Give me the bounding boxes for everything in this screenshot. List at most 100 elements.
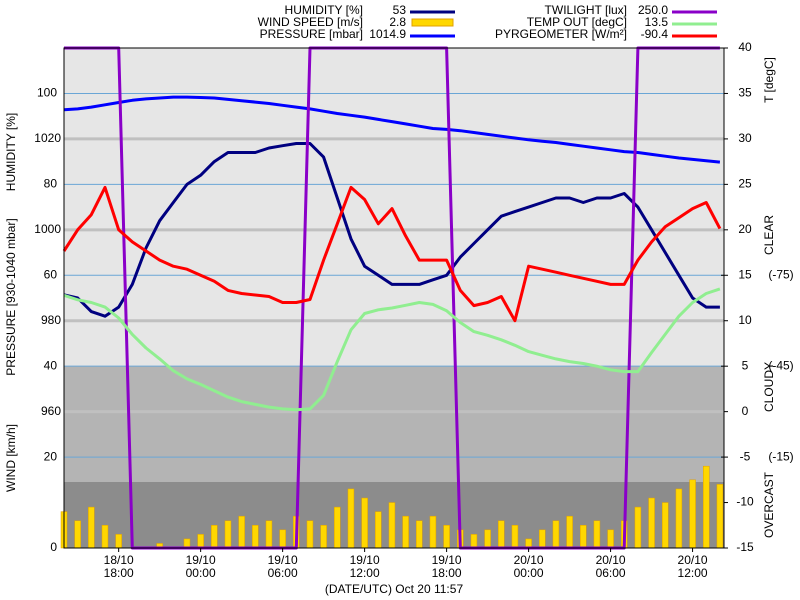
x-tick-label-line: 20/10 (596, 553, 626, 567)
wind-bar (334, 506, 341, 549)
y-tick-label: 60 (44, 267, 58, 281)
wind-bar (416, 520, 423, 549)
wind-bar (224, 520, 232, 549)
wind-bar (375, 511, 382, 549)
x-tick-label: 19/10 06:00 (268, 553, 298, 580)
cloudy-zone (64, 366, 724, 482)
wind-bar (101, 525, 109, 549)
series-line (63, 95, 721, 164)
y2-tick-label: 0 (742, 404, 749, 418)
pyr-tick-label: (-75) (768, 267, 793, 281)
x-tick-label-line: 18:00 (104, 566, 134, 580)
legend-label: PRESSURE [mbar] (260, 27, 363, 41)
series-line (63, 142, 720, 318)
wind-bar (388, 502, 396, 549)
y2-tick-label: 5 (742, 358, 749, 372)
wind-bar (115, 534, 122, 549)
y2-tick-label: -15 (736, 540, 754, 554)
x-tick-label-line: 12:00 (678, 566, 708, 580)
series-line (63, 287, 721, 412)
pressure-tick-label: 1020 (34, 131, 61, 145)
wind-bar (265, 520, 273, 549)
x-tick-label: 20/10 06:00 (596, 553, 626, 580)
clear-zone (64, 48, 724, 366)
pressure-axis-label: PRESSURE [930-1040 mbar] (4, 218, 18, 375)
x-tick-label: 19/10 12:00 (350, 553, 380, 580)
sky-label: CLEAR (762, 215, 776, 255)
wind-bar (74, 520, 81, 549)
x-tick-label: 19/10 18:00 (432, 553, 462, 580)
legend-label: PYRGEOMETER [W/m²] (495, 27, 627, 41)
x-tick-label-line: 06:00 (596, 566, 626, 580)
legend-swatch (411, 18, 454, 27)
y2-tick-label: 35 (738, 86, 752, 100)
legend-label: HUMIDITY [%] (285, 3, 363, 17)
y2-tick-label: -5 (740, 449, 751, 463)
wind-bar (566, 515, 573, 549)
pressure-tick-label: 1000 (34, 222, 61, 236)
wind-bar (539, 529, 546, 549)
pyr-tick-label: (-15) (768, 449, 793, 463)
x-tick-label-line: 06:00 (268, 566, 298, 580)
wind-bar (511, 525, 519, 549)
x-tick-label: 20/10 12:00 (678, 553, 708, 580)
y-axis-label: HUMIDITY [%] (4, 113, 18, 191)
legend-value: 1014.9 (369, 27, 406, 41)
y2-tick-label: 10 (738, 313, 752, 327)
wind-bar (702, 465, 710, 549)
plot-frame (63, 47, 725, 549)
wind-bar (484, 529, 491, 549)
x-tick-label-line: 20/10 (514, 553, 544, 567)
y2-tick-label: 20 (738, 222, 752, 236)
wind-bar (402, 515, 409, 549)
wind-bar (211, 525, 218, 549)
legend-label: TWILIGHT [lux] (545, 3, 627, 17)
legend-value: 2.8 (389, 15, 406, 29)
x-tick-label-line: 00:00 (514, 566, 544, 580)
wind-bar (580, 525, 587, 549)
x-tick-label-line: 20/10 (678, 553, 708, 567)
x-axis-label: (DATE/UTC) Oct 20 11:57 (325, 582, 464, 596)
wind-bar (361, 497, 368, 549)
wind-bar (593, 520, 601, 549)
y2-tick-label: -10 (736, 495, 754, 509)
y2-axis-label: T [degC] (762, 57, 776, 103)
x-tick-label-line: 19/10 (268, 553, 298, 567)
wind-bar (661, 502, 669, 549)
pressure-tick-label: 980 (41, 313, 61, 327)
y-tick-label: 100 (37, 86, 57, 100)
wind-bar (443, 525, 450, 549)
wind-bar (470, 534, 478, 549)
y-tick-label: 40 (44, 358, 58, 372)
wind-bar (607, 529, 614, 549)
y2-tick-label: 15 (738, 267, 752, 281)
wind-tick-label: 20 (44, 449, 58, 463)
wind-bar (306, 520, 314, 549)
x-tick-label: 18/10 18:00 (104, 553, 134, 580)
grid (64, 92, 724, 458)
wind-bar (675, 488, 683, 549)
pyr-tick-label: (-45) (768, 358, 793, 372)
x-tick-label-line: 00:00 (186, 566, 216, 580)
wind-bar (648, 497, 655, 549)
legend-label: TEMP OUT [degC] (527, 15, 627, 29)
wind-axis-label: WIND [km/h] (4, 424, 18, 492)
wind-bar (347, 488, 355, 549)
wind-bar (716, 484, 724, 549)
x-tick-label-line: 19/10 (350, 553, 380, 567)
series-line (62, 185, 722, 323)
wind-bar (429, 515, 437, 549)
legend-value: 13.5 (645, 15, 669, 29)
legend-value: -90.4 (641, 27, 669, 41)
wind-bar (320, 525, 327, 549)
wind-tick-label: 0 (50, 540, 57, 554)
x-tick-label: 20/10 00:00 (514, 553, 544, 580)
sky-label: CLOUDY (762, 362, 776, 412)
legend-label: WIND SPEED [m/s] (258, 15, 363, 29)
x-tick-label-line: 18/10 (104, 553, 134, 567)
x-tick-label-line: 19/10 (186, 553, 216, 567)
wind-bar (238, 515, 245, 549)
y2-tick-label: 40 (738, 40, 752, 54)
